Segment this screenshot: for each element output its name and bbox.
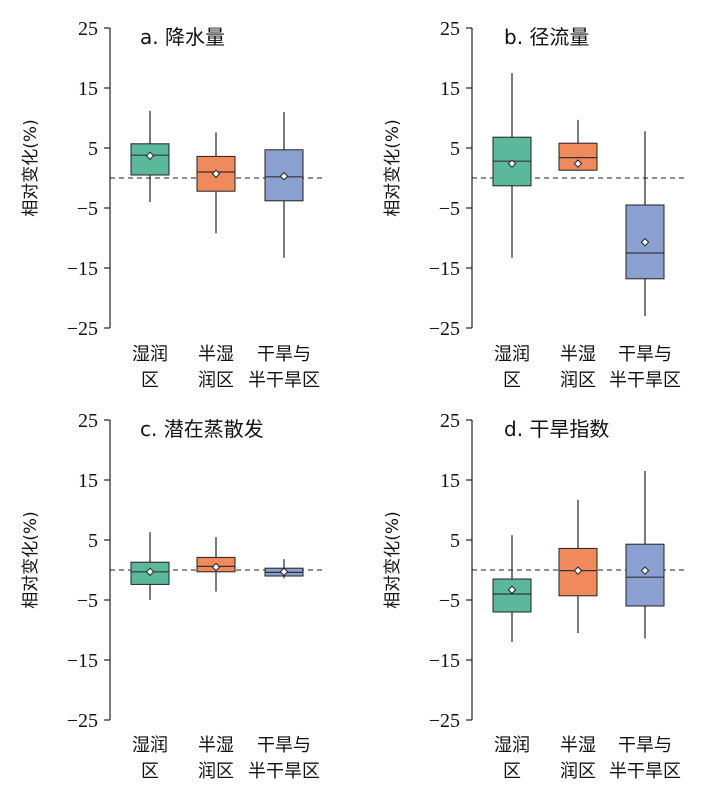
box-3 — [264, 112, 304, 258]
y-axis-title: 相对变化(%) — [383, 511, 403, 608]
y-tick-label: −5 — [77, 198, 98, 220]
box-2 — [196, 132, 236, 234]
y-tick-label: 25 — [78, 410, 98, 432]
y-axis-title: 相对变化(%) — [21, 511, 41, 608]
box-2 — [558, 499, 598, 633]
box-1 — [492, 535, 532, 642]
mean-marker — [640, 566, 650, 575]
y-tick-label: 5 — [88, 138, 98, 160]
y-tick-label: −5 — [439, 590, 460, 612]
mean-marker — [507, 159, 517, 168]
x-category-label: 湿润 — [132, 344, 168, 365]
x-category-label: 半干旱区 — [609, 761, 681, 782]
mean-marker — [573, 566, 583, 575]
mean-marker — [279, 567, 289, 577]
y-tick-label: −25 — [429, 710, 460, 732]
box-2 — [196, 537, 236, 592]
x-category-label: 半湿 — [198, 344, 234, 365]
mean-marker — [640, 237, 650, 247]
iqr-box — [625, 543, 665, 607]
panel-title: b. 径流量 — [504, 25, 589, 49]
y-tick-label: −25 — [67, 318, 98, 340]
box-1 — [130, 532, 170, 600]
box-3 — [625, 131, 665, 316]
mean-marker — [279, 171, 289, 181]
y-tick-label: 15 — [440, 470, 460, 492]
box-2 — [558, 119, 598, 171]
y-tick-label: 15 — [78, 470, 98, 492]
y-tick-label: 25 — [440, 410, 460, 432]
iqr-box — [492, 578, 532, 613]
y-axis-title: 相对变化(%) — [383, 119, 403, 216]
y-tick-label: −25 — [429, 318, 460, 340]
y-tick-label: 15 — [78, 78, 98, 100]
x-category-label: 润区 — [560, 761, 596, 782]
y-tick-label: −5 — [439, 198, 460, 220]
x-category-label: 半湿 — [560, 735, 596, 756]
x-category-label: 干旱与 — [618, 735, 672, 756]
mean-marker — [211, 562, 221, 572]
mean-marker — [507, 585, 517, 595]
x-category-label: 区 — [141, 761, 159, 782]
panel-title: a. 降水量 — [140, 25, 225, 49]
x-category-label: 区 — [503, 761, 521, 782]
x-category-label: 半干旱区 — [609, 370, 681, 391]
y-tick-label: −25 — [67, 710, 98, 732]
mean-marker — [211, 169, 221, 179]
x-category-label: 干旱与 — [257, 344, 311, 365]
x-category-label: 半湿 — [560, 344, 596, 365]
panel-title: c. 潜在蒸散发 — [140, 417, 264, 441]
y-tick-label: −15 — [429, 258, 460, 280]
x-category-label: 润区 — [198, 370, 234, 391]
x-category-label: 干旱与 — [257, 735, 311, 756]
y-tick-label: 25 — [78, 18, 98, 40]
box-3 — [264, 559, 304, 579]
x-category-label: 润区 — [198, 761, 234, 782]
mean-marker — [145, 151, 155, 161]
x-category-label: 干旱与 — [618, 344, 672, 365]
panel-title: d. 干旱指数 — [504, 417, 609, 441]
y-tick-label: −5 — [77, 590, 98, 612]
box-1 — [492, 73, 532, 258]
y-tick-label: 5 — [88, 530, 98, 552]
box-1 — [130, 110, 170, 202]
y-tick-label: −15 — [429, 650, 460, 672]
x-category-label: 区 — [141, 370, 159, 391]
x-category-label: 润区 — [560, 370, 596, 391]
x-category-label: 湿润 — [494, 735, 530, 756]
y-tick-label: −15 — [67, 258, 98, 280]
x-category-label: 湿润 — [132, 735, 168, 756]
y-tick-label: 5 — [450, 530, 460, 552]
x-category-label: 半干旱区 — [248, 761, 320, 782]
x-category-label: 区 — [503, 370, 521, 391]
y-axis-title: 相对变化(%) — [21, 119, 41, 216]
y-tick-label: 25 — [440, 18, 460, 40]
mean-marker — [145, 567, 155, 577]
y-tick-label: −15 — [67, 650, 98, 672]
x-category-label: 半干旱区 — [248, 370, 320, 391]
mean-marker — [573, 159, 583, 168]
x-category-label: 半湿 — [198, 735, 234, 756]
box-3 — [625, 471, 665, 639]
y-tick-label: 5 — [450, 138, 460, 160]
x-category-label: 湿润 — [494, 344, 530, 365]
y-tick-label: 15 — [440, 78, 460, 100]
